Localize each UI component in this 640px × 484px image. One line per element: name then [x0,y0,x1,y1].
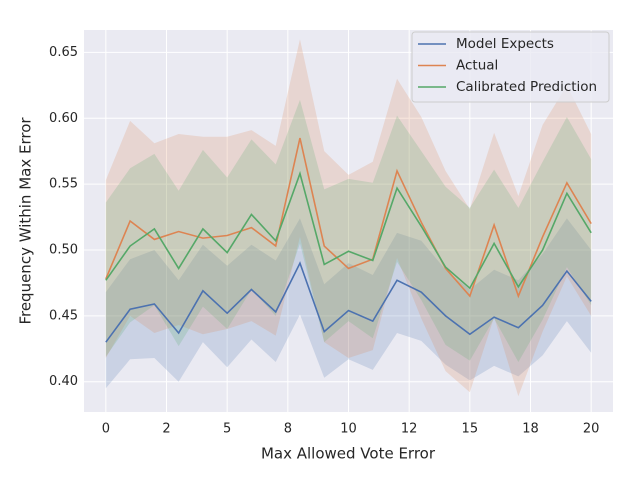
legend-box [411,31,610,103]
y-tick-label: 0.40 [49,374,78,389]
legend-label: Actual [456,58,498,74]
legend-label: Calibrated Prediction [456,79,597,95]
x-tick-label: 15 [462,422,479,437]
x-tick-label: 12 [401,422,418,437]
series-line [105,170,592,290]
x-tick-label: 5 [223,422,231,437]
x-tick-label: 2 [162,422,170,437]
x-axis-label: Max Allowed Vote Error [261,445,436,463]
x-tick-label: 10 [340,422,357,437]
y-axis-label: Frequency Within Max Error [17,117,35,325]
y-tick-label: 0.55 [49,177,78,192]
series-line [105,261,592,343]
x-tick-label: 18 [522,422,539,437]
y-tick-label: 0.65 [49,45,78,60]
y-tick-label: 0.50 [49,242,78,257]
x-tick-label: 8 [284,422,292,437]
y-tick-label: 0.45 [49,308,78,323]
legend: Model Expects Actual Calibrated Prediction [411,31,610,103]
legend-label: Model Expects [456,36,554,52]
confidence-band [105,218,592,389]
confidence-band [105,39,592,397]
y-tick-label: 0.60 [49,111,78,126]
x-tick-label: 0 [102,422,110,437]
x-tick-label: 20 [583,422,600,437]
